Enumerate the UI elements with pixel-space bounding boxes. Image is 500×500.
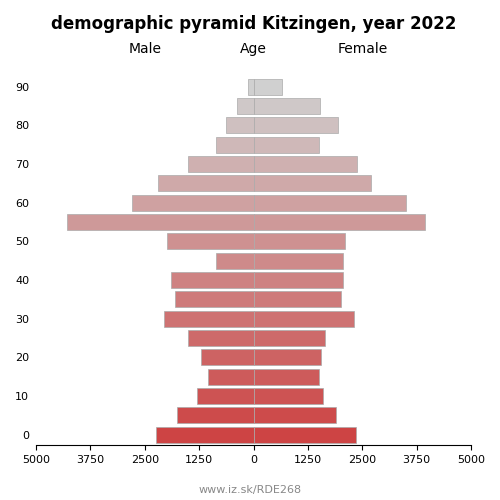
Bar [254, 118, 338, 133]
Bar [254, 350, 321, 365]
Bar [254, 234, 345, 249]
Bar [254, 408, 336, 423]
Text: www.iz.sk/RDE268: www.iz.sk/RDE268 [198, 485, 302, 495]
Bar [226, 118, 254, 133]
Title: demographic pyramid Kitzingen, year 2022: demographic pyramid Kitzingen, year 2022 [51, 15, 456, 33]
Bar [216, 252, 254, 268]
Bar [254, 176, 371, 191]
Bar [216, 136, 254, 152]
Text: Age: Age [240, 42, 267, 56]
Bar [254, 194, 406, 210]
Bar [254, 214, 426, 230]
Bar [202, 350, 254, 365]
Bar [175, 292, 254, 307]
Bar [254, 368, 319, 384]
Bar [254, 156, 357, 172]
Bar [238, 98, 254, 114]
Bar [254, 78, 282, 94]
Bar [188, 156, 254, 172]
Bar [171, 272, 254, 288]
Bar [248, 78, 254, 94]
Bar [254, 252, 342, 268]
Bar [156, 426, 254, 442]
Bar [254, 388, 323, 404]
Bar [254, 136, 319, 152]
Bar [178, 408, 254, 423]
Bar [254, 272, 342, 288]
Bar [164, 310, 254, 326]
Text: Female: Female [337, 42, 388, 56]
Bar [188, 330, 254, 346]
Bar [254, 292, 340, 307]
Text: Male: Male [128, 42, 162, 56]
Bar [197, 388, 254, 404]
Bar [254, 98, 320, 114]
Bar [254, 426, 356, 442]
Bar [208, 368, 254, 384]
Bar [254, 310, 354, 326]
Bar [132, 194, 254, 210]
Bar [254, 330, 326, 346]
Bar [66, 214, 254, 230]
Bar [158, 176, 254, 191]
Bar [166, 234, 254, 249]
